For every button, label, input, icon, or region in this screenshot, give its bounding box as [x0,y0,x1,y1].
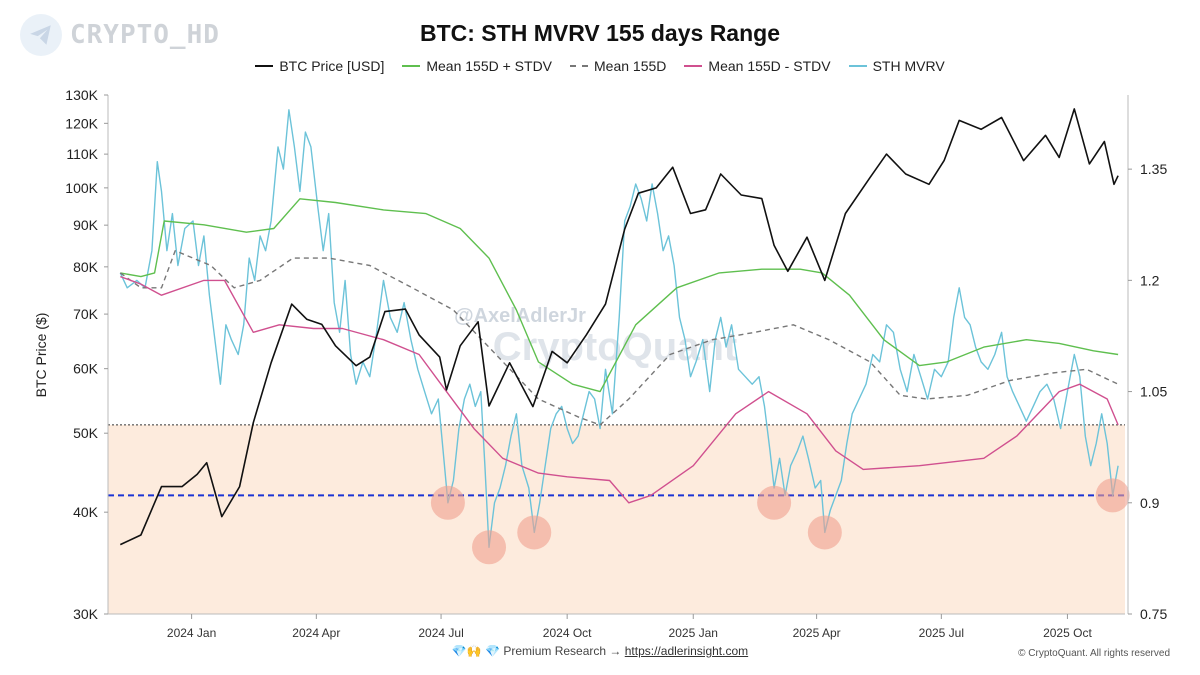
y-tick-label: 70K [73,306,99,322]
shaded-band [108,424,1125,614]
y-tick-label: 110K [66,146,98,162]
legend-item-upper: Mean 155D + STDV [402,58,552,74]
footer-link[interactable]: https://adlerinsight.com [624,644,749,658]
y-tick-label: 30K [73,606,99,622]
legend-swatch-mean [570,65,589,67]
brand-name: CRYPTO_HD [70,20,220,50]
y-tick-label: 120K [65,115,98,131]
telegram-icon [20,14,62,56]
legend-item-lower: Mean 155D - STDV [684,58,831,74]
x-tick-label: 2025 Jul [919,626,964,640]
highlight-circle-3 [517,515,552,550]
highlight-circle-6 [1095,478,1130,513]
y2-tick-label: 0.9 [1140,495,1160,511]
brand-logo: CRYPTO_HD [20,14,220,56]
y-axis-title: BTC Price ($) [33,313,49,398]
legend-item-mvrv: STH MVRV [848,58,945,74]
series-btc-price [119,108,1119,546]
legend-label-upper: Mean 155D + STDV [426,58,553,74]
gem-icon: 💎 [485,644,501,658]
series-layer [119,108,1130,565]
x-tick-label: 2025 Oct [1043,626,1092,640]
raised-hands-icon: 🙌 [466,644,482,658]
y2-tick-label: 1.05 [1140,384,1167,400]
highlight-circle-4 [757,485,792,520]
legend-swatch-lower [684,65,703,67]
footer-text: Premium Research → [503,644,622,658]
watermark-layer: @AxelAdlerJr CryptoQuant [454,305,737,369]
y-tick-label: 40K [73,504,99,520]
legend-item-mean: Mean 155D [570,58,666,74]
x-tick-label: 2025 Apr [793,626,841,640]
x-tick-label: 2024 Jul [418,626,463,640]
y2-tick-label: 1.2 [1140,272,1160,288]
legend-item-price: BTC Price [USD] [255,58,384,74]
y-tick-label: 60K [73,361,99,377]
y-tick-label: 130K [65,87,98,103]
chart-legend: BTC Price [USD] Mean 155D + STDV Mean 15… [0,58,1200,74]
y-tick-label: 80K [73,259,99,275]
highlight-circle-5 [807,515,842,550]
y2-tick-label: 0.75 [1140,606,1167,622]
series-mean [119,250,1119,426]
y2-tick-label: 1.35 [1140,161,1167,177]
x-tick-label: 2024 Apr [292,626,340,640]
series-mean-minus-stdv [120,275,1119,504]
bands-layer [108,424,1125,614]
axes-layer: 30K 40K 50K 60K 70K 80K 90K 100K 110K 120K 130K 0.7… [65,87,1167,640]
legend-swatch-mvrv [848,65,867,67]
highlight-circle-2 [472,530,507,565]
chart-title: BTC: STH MVRV 155 days Range [419,20,780,46]
series-mean-plus-stdv [120,198,1119,393]
footer: 💎🙌 💎 Premium Research → https://adlerins… [0,644,1200,658]
x-tick-label: 2025 Jan [669,626,718,640]
legend-swatch-price [255,65,274,67]
watermark-handle: @AxelAdlerJr [454,305,586,327]
legend-label-price: BTC Price [USD] [279,58,385,74]
highlight-circle-1 [430,485,465,520]
x-tick-label: 2024 Jan [167,626,216,640]
legend-label-lower: Mean 155D - STDV [708,58,831,74]
gem-icon: 💎 [451,644,467,658]
copyright: © CryptoQuant. All rights reserved [1018,648,1170,659]
y-tick-label: 100K [65,180,98,196]
x-tick-label: 2024 Oct [543,626,592,640]
y-tick-label: 90K [73,217,99,233]
y-tick-label: 50K [73,425,99,441]
legend-swatch-upper [402,65,421,67]
legend-label-mean: Mean 155D [594,58,667,74]
legend-label-mvrv: STH MVRV [872,58,945,74]
